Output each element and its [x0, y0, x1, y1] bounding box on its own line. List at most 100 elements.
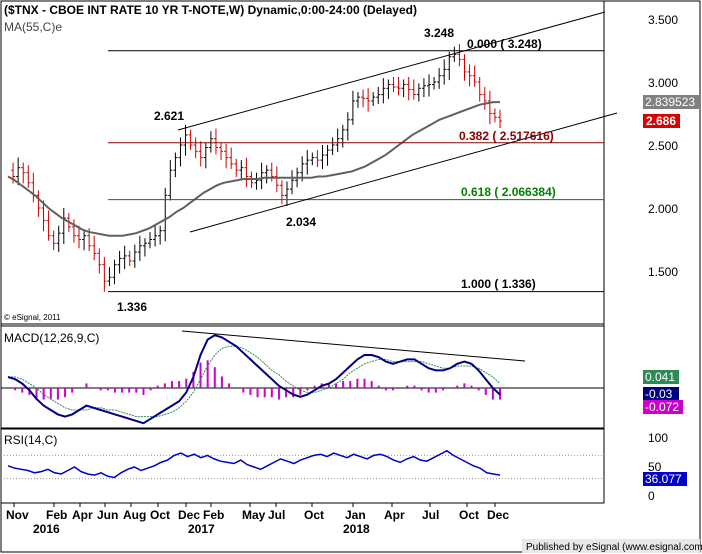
candle	[325, 145, 330, 166]
macd-line	[7, 334, 501, 425]
candle	[92, 235, 97, 261]
candle	[452, 46, 457, 62]
candle	[284, 181, 289, 207]
year-2016: 2016	[33, 522, 60, 536]
candle	[122, 245, 127, 270]
candle	[102, 257, 107, 292]
x-axis-ticks: Nov Feb Apr Jun Aug Oct Dec Feb May Jul Oct Jan Apr J…	[6, 503, 509, 522]
chart-title: ($TNX - CBOE INT RATE 10 YR T-NOTE,W) Dy…	[4, 3, 417, 17]
y-tick-2500: 2.500	[648, 139, 678, 153]
x-tick-label: Jul	[422, 508, 439, 522]
candle	[432, 76, 437, 90]
macd-title: MACD(12,26,9,C)	[4, 331, 99, 345]
x-tick-label: Apr	[72, 508, 93, 522]
last-price-badge	[643, 114, 680, 128]
x-tick-label: Nov	[6, 508, 29, 522]
signal-value: 0.041	[645, 370, 675, 384]
macd-layer	[1, 330, 604, 425]
candle	[219, 142, 224, 161]
candle	[386, 79, 391, 100]
channel-lower	[189, 112, 618, 233]
signal-badge	[643, 370, 679, 384]
candle	[401, 79, 406, 98]
candle	[127, 250, 132, 266]
candle	[71, 219, 76, 243]
candle	[158, 225, 163, 245]
candle	[457, 44, 462, 67]
candle	[198, 141, 203, 167]
candle	[376, 87, 381, 105]
macd-trendline	[181, 330, 526, 362]
candle	[487, 90, 492, 125]
candle	[16, 157, 21, 186]
candle	[482, 87, 487, 110]
rsi-tick-0: 0	[648, 489, 655, 503]
y-tick-3500: 3.500	[648, 13, 678, 27]
candle	[26, 165, 31, 188]
candle	[173, 152, 178, 178]
candle	[310, 152, 315, 166]
low-2016-label: 1.336	[117, 300, 147, 314]
x-tick-label: Aug	[123, 508, 146, 522]
candle	[239, 160, 244, 180]
candle	[137, 235, 142, 261]
candle	[396, 76, 401, 96]
candle	[320, 145, 325, 169]
candle	[447, 51, 452, 81]
candle	[437, 68, 442, 89]
rsi-layer	[1, 449, 604, 480]
candle	[391, 76, 396, 93]
y-tick-1500: 1.500	[648, 265, 678, 279]
candle	[335, 128, 340, 152]
footer-text: Published by eSignal (www.esignal.com)	[526, 542, 702, 553]
candle	[183, 124, 188, 156]
candle	[21, 162, 26, 184]
histogram-value: -0.072	[645, 400, 679, 414]
x-tick-label: Oct	[150, 508, 170, 522]
candle	[117, 250, 122, 274]
candle	[279, 180, 284, 205]
candle	[406, 76, 411, 101]
peak-label: 3.248	[424, 26, 454, 40]
year-2017: 2017	[188, 522, 215, 536]
ma-label: MA(55,C)e	[4, 20, 62, 34]
candle	[355, 92, 360, 108]
ma55-line	[7, 101, 500, 237]
candle	[61, 208, 66, 244]
fib-1000-label: 1.000 ( 1.336)	[461, 277, 536, 291]
candle	[462, 54, 467, 81]
candle	[259, 162, 264, 190]
candle	[148, 231, 153, 249]
candle	[213, 128, 218, 155]
rsi-tick-50: 50	[648, 460, 662, 474]
x-tick-label: Jul	[268, 508, 285, 522]
source-note: © eSignal, 2011	[4, 313, 61, 322]
x-tick-label: Oct	[304, 508, 324, 522]
candle	[477, 76, 482, 102]
candle	[315, 150, 320, 168]
candle	[421, 78, 426, 98]
x-tick-label: Feb	[46, 508, 67, 522]
candle	[41, 200, 46, 232]
ma-value-text: 2.839523	[645, 95, 695, 109]
candle	[224, 143, 229, 169]
candle	[178, 137, 183, 167]
rsi-value: 36.077	[645, 472, 682, 486]
year-2018: 2018	[343, 522, 370, 536]
x-tick-label: Feb	[203, 508, 224, 522]
x-tick-label: Jan	[345, 508, 366, 522]
candle	[274, 166, 279, 193]
macd-badge	[643, 387, 679, 401]
rsi-line	[7, 449, 501, 479]
candle	[36, 190, 41, 217]
candle	[163, 187, 168, 242]
candle	[350, 90, 355, 125]
candle	[498, 109, 502, 128]
candle	[153, 225, 158, 247]
channel-upper	[177, 11, 606, 131]
candle	[193, 137, 198, 159]
candle	[426, 74, 431, 97]
candle	[340, 124, 345, 148]
candle	[492, 108, 497, 123]
